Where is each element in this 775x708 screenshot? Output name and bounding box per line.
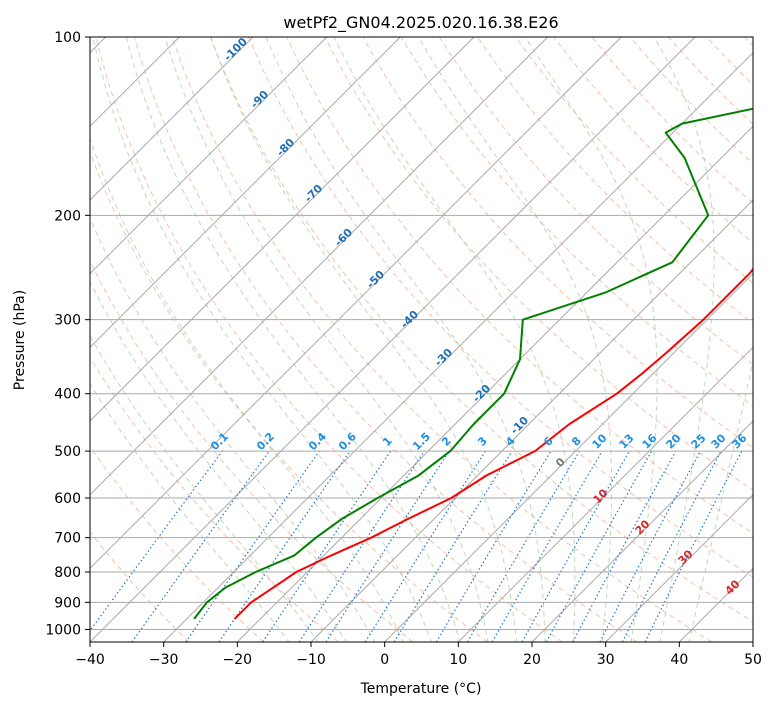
dry-adiabat-line [90,531,190,642]
isotherm-line [236,125,753,642]
dry-adiabat-line [248,37,753,578]
y-axis-ticks: 1000 900 800 700 600 500 400 300 200 100 [45,30,90,638]
moist-adiabat-line [90,216,376,642]
isotherm-line [90,37,696,642]
isotherm-line [384,272,753,642]
moist-adiabat-line [90,136,404,642]
moist-adiabat-line [265,37,546,642]
dry-adiabat-line [438,37,753,366]
moist-adiabat-line [90,382,290,642]
isotherm-line [90,37,475,422]
y-tick-label: 400 [54,387,81,403]
y-axis-label: Pressure (hPa) [12,290,28,390]
x-tick-label: −20 [223,652,253,668]
x-axis-label: Temperature (°C) [360,681,482,697]
isotherm-line [90,37,328,275]
mixing-ratio-line [325,450,450,642]
plot-frame [89,36,754,643]
isotherm-line [531,420,753,642]
moist-adiabat-line [125,37,461,642]
isotherm-line [90,37,549,496]
x-tick-label: −10 [296,652,326,668]
background-lines [90,37,753,642]
mixing-ratio-line [572,450,677,642]
isotherm-line [605,493,753,642]
mixing-ratio-line [131,450,270,642]
y-tick-label: 800 [54,565,81,581]
y-tick-label: 300 [54,313,81,329]
isotherm-line [90,37,401,349]
isotherm-line [163,51,753,642]
x-tick-label: 10 [449,652,467,668]
dry-adiabat-line [95,37,563,642]
x-tick-label: 0 [380,652,389,668]
dewpoint-profile-line [193,107,753,620]
dry-adiabat-line [400,37,753,407]
series-layer [193,107,753,620]
y-tick-label: 700 [54,531,81,547]
moist-adiabat-line [90,334,319,642]
x-tick-label: 40 [670,652,688,668]
isotherm-line [90,37,622,570]
x-tick-label: 50 [744,652,762,668]
moist-adiabat-line [164,37,489,642]
temperature-profile-line [233,267,753,620]
dry-adiabat-line [90,445,264,642]
moist-adiabat-line [333,37,576,642]
y-tick-label: 900 [54,595,81,611]
x-axis-ticks: −40 −30 −20 −10 0 10 20 30 40 50 [75,642,762,668]
dry-adiabat-line [515,37,753,284]
y-tick-label: 100 [54,30,81,46]
mixing-ratio-line [521,450,631,642]
moist-adiabat-line [653,37,715,642]
mixing-ratio-line [90,450,223,632]
dry-adiabat-line [210,37,753,623]
y-tick-label: 1000 [45,622,81,638]
dry-adiabat-line [90,150,488,642]
mixing-ratio-line [644,450,743,642]
y-tick-label: 600 [54,491,81,507]
mixing-ratio-line [262,450,392,642]
x-tick-label: 20 [523,652,541,668]
dry-adiabat-line [90,356,339,642]
x-tick-label: −40 [75,652,105,668]
dry-adiabat-line [171,37,712,642]
mixing-ratio-line [185,450,320,642]
moist-adiabat-line [524,37,658,642]
x-tick-label: −30 [149,652,179,668]
isotherm-line [457,346,753,642]
y-tick-label: 500 [54,444,81,460]
moist-adiabat-line [92,37,432,642]
isotherm-line [90,37,254,201]
mixing-ratio-line [393,450,513,642]
x-tick-label: 30 [597,652,615,668]
chart-title: wetPf2_GN04.2025.020.16.38.E26 [283,13,558,33]
mixing-ratio-line [545,450,653,642]
y-tick-label: 200 [54,208,81,224]
isotherm-line [310,199,753,642]
mixing-ratio-line [298,450,425,642]
moist-adiabat-line [210,37,518,642]
